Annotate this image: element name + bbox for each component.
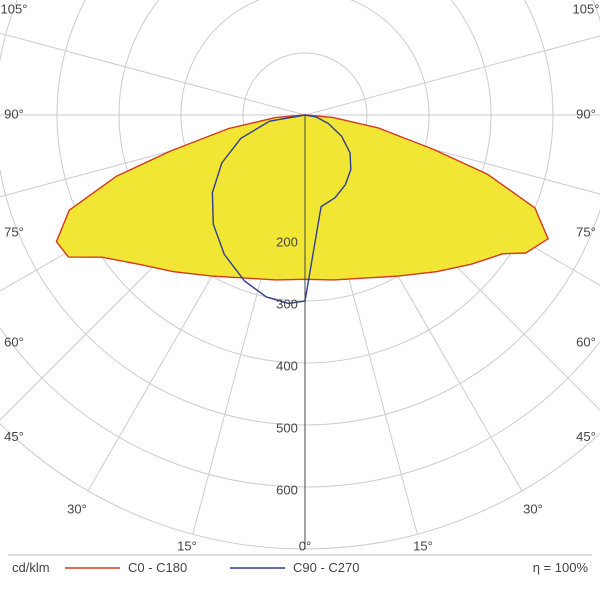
radial-tick-label: 400 bbox=[276, 358, 298, 373]
radial-tick-label: 300 bbox=[276, 296, 298, 311]
legend-label: C0 - C180 bbox=[128, 560, 187, 575]
angle-tick-label: 0° bbox=[299, 538, 311, 553]
angle-tick-label: 60° bbox=[576, 334, 596, 349]
radial-tick-label: 200 bbox=[276, 234, 298, 249]
angle-tick-label: 60° bbox=[4, 334, 24, 349]
unit-label: cd/klm bbox=[12, 560, 50, 575]
angle-tick-label: 75° bbox=[4, 224, 24, 239]
legend-label: C90 - C270 bbox=[293, 560, 359, 575]
angle-tick-label: 45° bbox=[576, 429, 596, 444]
chart-svg: 200 300 400 500 600 0° 15° 15° 30° 30° 45° 45° 60° 60… bbox=[0, 0, 600, 600]
angle-tick-label: 15° bbox=[177, 538, 197, 553]
angle-tick-label: 105° bbox=[1, 1, 28, 16]
angle-tick-label: 30° bbox=[523, 501, 543, 516]
angle-tick-label: 90° bbox=[4, 106, 24, 121]
radial-tick-label: 600 bbox=[276, 482, 298, 497]
angle-tick-label: 90° bbox=[576, 106, 596, 121]
radial-tick-label: 500 bbox=[276, 420, 298, 435]
grid-spoke bbox=[305, 3, 600, 115]
angle-tick-label: 105° bbox=[573, 1, 600, 16]
angle-tick-label: 45° bbox=[4, 429, 24, 444]
series-curve bbox=[56, 115, 548, 280]
polar-chart: 200 300 400 500 600 0° 15° 15° 30° 30° 45° 45° 60° 60… bbox=[0, 0, 600, 600]
grid-spoke bbox=[0, 3, 305, 115]
angle-tick-label: 75° bbox=[576, 224, 596, 239]
angle-tick-label: 30° bbox=[67, 501, 87, 516]
efficiency-label: η = 100% bbox=[533, 560, 589, 575]
angle-tick-label: 15° bbox=[413, 538, 433, 553]
